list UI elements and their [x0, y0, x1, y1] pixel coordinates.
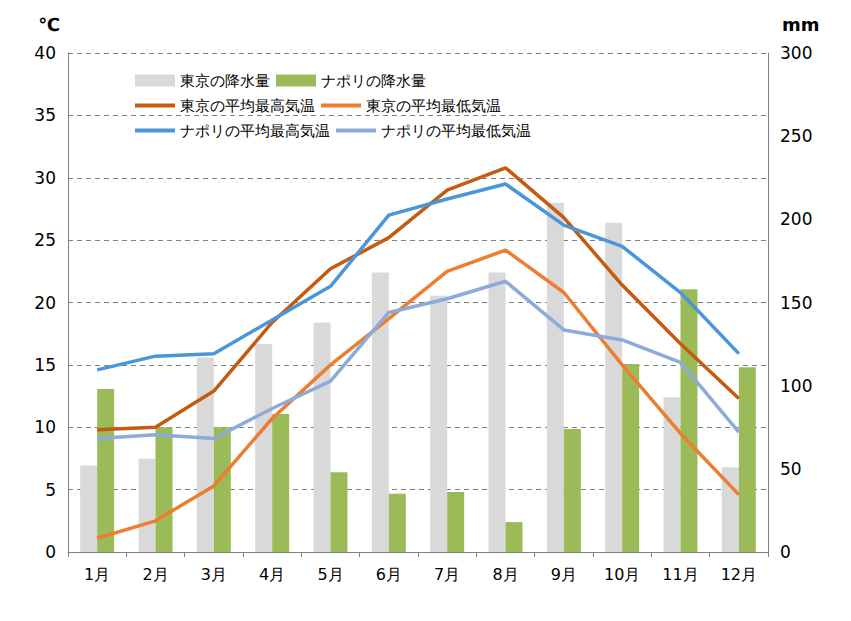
svg-text:0: 0: [780, 542, 791, 562]
svg-text:℃: ℃: [38, 14, 60, 35]
svg-text:100: 100: [780, 376, 812, 396]
svg-text:300: 300: [780, 43, 812, 63]
svg-text:200: 200: [780, 209, 812, 229]
svg-text:1月: 1月: [84, 565, 110, 584]
svg-text:東京の平均最低気温: 東京の平均最低気温: [366, 97, 501, 115]
svg-text:mm: mm: [782, 14, 820, 35]
svg-text:7月: 7月: [434, 565, 460, 584]
svg-text:50: 50: [780, 459, 802, 479]
svg-text:4月: 4月: [259, 565, 285, 584]
svg-text:15: 15: [34, 355, 56, 375]
svg-text:2月: 2月: [142, 565, 168, 584]
svg-text:5: 5: [45, 480, 56, 500]
svg-text:ナポリの平均最低気温: ナポリの平均最低気温: [381, 122, 531, 140]
svg-text:10月: 10月: [604, 565, 640, 584]
svg-text:40: 40: [34, 43, 56, 63]
svg-text:6月: 6月: [376, 565, 402, 584]
svg-text:12月: 12月: [721, 565, 757, 584]
svg-text:ナポリの平均最高気温: ナポリの平均最高気温: [180, 122, 330, 140]
svg-text:250: 250: [780, 126, 812, 146]
svg-text:30: 30: [34, 168, 56, 188]
svg-text:20: 20: [34, 293, 56, 313]
svg-text:25: 25: [34, 230, 56, 250]
svg-text:11月: 11月: [662, 565, 698, 584]
svg-text:ナポリの降水量: ナポリの降水量: [321, 72, 426, 90]
svg-text:東京の降水量: 東京の降水量: [180, 72, 270, 90]
svg-text:150: 150: [780, 293, 812, 313]
svg-text:9月: 9月: [551, 565, 577, 584]
svg-text:10: 10: [34, 417, 56, 437]
svg-text:0: 0: [45, 542, 56, 562]
svg-text:東京の平均最高気温: 東京の平均最高気温: [180, 97, 315, 115]
svg-text:35: 35: [34, 105, 56, 125]
svg-text:5月: 5月: [317, 565, 343, 584]
svg-text:8月: 8月: [492, 565, 518, 584]
svg-text:3月: 3月: [201, 565, 227, 584]
